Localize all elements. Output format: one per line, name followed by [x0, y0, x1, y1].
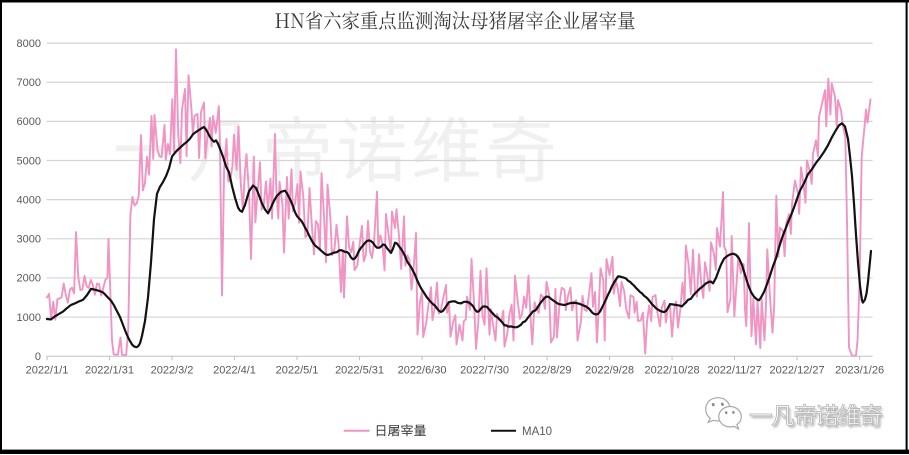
- svg-text:7000: 7000: [17, 77, 41, 89]
- svg-text:4000: 4000: [17, 194, 41, 206]
- svg-text:2022/6/30: 2022/6/30: [398, 365, 447, 377]
- svg-text:2022/3/2: 2022/3/2: [151, 365, 194, 377]
- svg-text:5000: 5000: [17, 155, 41, 167]
- svg-text:2022/9/28: 2022/9/28: [585, 365, 634, 377]
- svg-text:2022/4/1: 2022/4/1: [213, 365, 256, 377]
- svg-text:2023/1/26: 2023/1/26: [835, 365, 884, 377]
- svg-text:2022/5/1: 2022/5/1: [276, 365, 319, 377]
- svg-text:2022/8/29: 2022/8/29: [523, 365, 572, 377]
- svg-text:2022/12/27: 2022/12/27: [770, 365, 825, 377]
- svg-text:MA10: MA10: [522, 426, 552, 438]
- svg-text:2000: 2000: [17, 273, 41, 285]
- svg-text:0: 0: [35, 351, 41, 363]
- svg-text:2022/10/28: 2022/10/28: [645, 365, 700, 377]
- svg-text:8000: 8000: [17, 38, 41, 50]
- svg-text:2022/1/1: 2022/1/1: [26, 365, 69, 377]
- svg-text:2022/11/27: 2022/11/27: [707, 365, 761, 377]
- svg-text:2022/1/31: 2022/1/31: [85, 365, 134, 377]
- svg-text:2022/7/30: 2022/7/30: [460, 365, 509, 377]
- svg-text:3000: 3000: [17, 234, 41, 246]
- svg-text:6000: 6000: [17, 116, 41, 128]
- svg-text:2022/5/31: 2022/5/31: [335, 365, 384, 377]
- svg-text:1000: 1000: [17, 312, 41, 324]
